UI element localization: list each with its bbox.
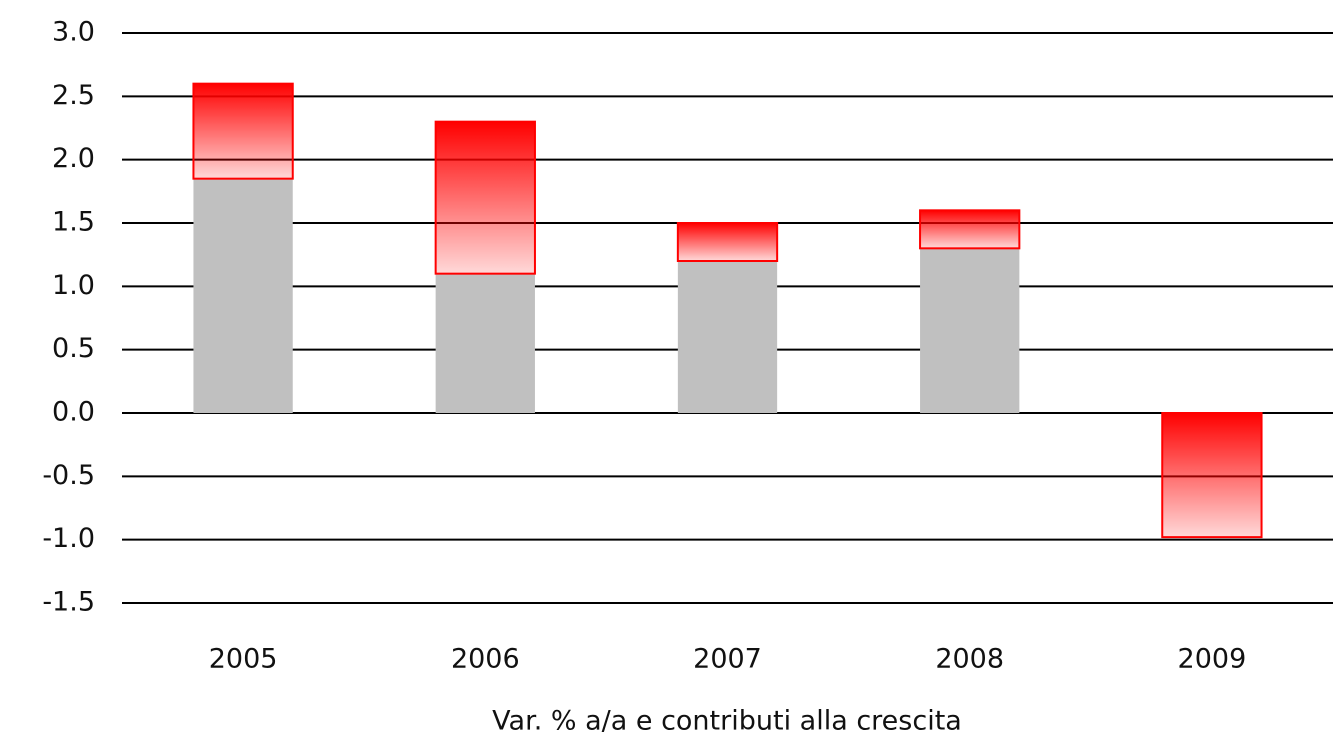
x-tick-label: 2007 — [693, 644, 762, 675]
x-tick-label: 2008 — [935, 644, 1004, 675]
x-axis-label: Var. % a/a e contributi alla crescita — [492, 706, 962, 737]
y-tick-label: 0.5 — [52, 333, 95, 364]
x-tick-label: 2005 — [209, 644, 278, 675]
y-tick-label: -0.5 — [42, 460, 95, 491]
y-tick-label: 1.0 — [52, 270, 95, 301]
y-tick-label: 3.0 — [52, 17, 95, 48]
y-tick-label: 2.0 — [52, 143, 95, 174]
y-tick-label: 0.0 — [52, 397, 95, 428]
x-tick-label: 2009 — [1178, 644, 1247, 675]
bar-segment — [677, 261, 778, 413]
bar-segment — [919, 209, 1021, 250]
y-tick-label: -1.5 — [42, 587, 95, 618]
bar-segment — [1161, 412, 1263, 539]
bar-segment — [193, 178, 293, 413]
y-tick-label: -1.0 — [42, 523, 95, 554]
bar-segment — [192, 82, 294, 180]
y-tick-label: 2.5 — [52, 80, 95, 111]
bar-segment — [676, 222, 779, 262]
bar-segment — [434, 120, 536, 275]
x-tick-label: 2006 — [451, 644, 520, 675]
y-tick-label: 1.5 — [52, 207, 95, 238]
bar-segment — [435, 273, 535, 413]
bar-segment — [920, 248, 1020, 413]
